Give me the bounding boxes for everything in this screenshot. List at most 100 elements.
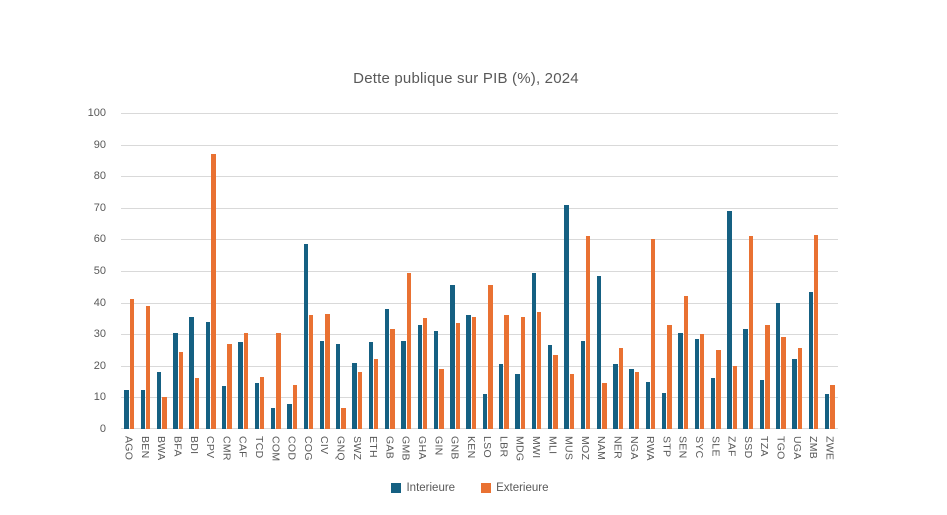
y-tick-label-80: 80 <box>93 170 106 183</box>
bar-exterieure-sen <box>683 296 689 429</box>
y-tick-label-0: 0 <box>99 423 106 435</box>
gridline-y-40 <box>121 302 838 304</box>
bar-exterieure-gnb <box>455 323 460 429</box>
x-tick-label-ago: AGO <box>122 436 135 461</box>
bar-interieure-gin <box>433 331 439 429</box>
bar-group-lso <box>480 113 496 429</box>
x-tick-label-com: COM <box>269 436 282 462</box>
bar-interieure-tcd <box>254 383 259 429</box>
bar-exterieure-nam <box>602 383 607 429</box>
bar-group-swz <box>349 113 365 429</box>
bar-group-sen <box>675 113 691 429</box>
y-tick-label-60: 60 <box>93 233 106 246</box>
chart-title: Dette publique sur PIB (%), 2024 <box>353 70 579 87</box>
bar-exterieure-gin <box>439 368 444 429</box>
bar-exterieure-mwi <box>537 312 542 429</box>
bar-interieure-caf <box>238 342 243 429</box>
bar-interieure-mus <box>564 204 569 429</box>
x-tick-label-swz: SWZ <box>350 436 363 461</box>
x-axis-line <box>121 428 838 429</box>
x-tick-label-mdg: MDG <box>513 436 526 462</box>
bar-interieure-com <box>270 408 276 429</box>
bar-interieure-uga <box>792 359 797 429</box>
gridline-y-50 <box>121 271 838 272</box>
bar-group-bfa <box>170 113 186 429</box>
x-tick-label-caf: CAF <box>236 436 249 458</box>
legend-item-interieure: Interieure <box>391 482 455 494</box>
legend-swatch-exterieure <box>481 483 492 493</box>
bar-interieure-bdi <box>189 316 194 429</box>
bar-interieure-moz <box>580 340 585 429</box>
bar-exterieure-cog <box>308 315 314 429</box>
bar-exterieure-zaf <box>732 365 737 429</box>
bar-exterieure-gmb <box>406 272 412 429</box>
x-tick-label-ssd: SSD <box>741 436 754 459</box>
legend-swatch-interieure <box>391 483 402 493</box>
bar-exterieure-eth <box>374 359 379 429</box>
bar-group-ssd <box>740 113 756 429</box>
bar-interieure-bfa <box>173 332 178 429</box>
x-tick-label-gin: GIN <box>432 436 445 456</box>
x-tick-label-nga: NGA <box>627 436 640 460</box>
bar-interieure-lbr <box>499 364 504 429</box>
legend-item-exterieure: Exterieure <box>481 482 549 494</box>
x-tick-label-tza: TZA <box>758 436 771 457</box>
bar-exterieure-com <box>276 332 281 429</box>
bar-interieure-ago <box>124 389 129 429</box>
bar-interieure-stp <box>662 392 667 429</box>
gridline-y-10 <box>121 397 838 399</box>
bar-exterieure-zwe <box>830 384 835 429</box>
bar-exterieure-lbr <box>504 315 509 429</box>
x-tick-label-cod: COD <box>285 436 298 461</box>
bar-exterieure-ben <box>145 305 151 429</box>
bar-group-moz <box>577 113 593 429</box>
bar-group-zmb <box>805 113 821 429</box>
bar-group-zaf <box>724 113 740 429</box>
bar-group-ago <box>121 113 137 429</box>
bar-interieure-nga <box>629 368 634 429</box>
bar-interieure-ner <box>613 364 618 429</box>
gridline-y-20 <box>121 365 838 367</box>
x-tick-label-eth: ETH <box>367 436 380 458</box>
gridline-y-60 <box>121 239 838 241</box>
x-tick-label-cog: COG <box>301 436 314 461</box>
x-tick-label-tcd: TCD <box>253 436 265 459</box>
bar-group-cmr <box>219 113 235 429</box>
bar-group-tza <box>757 113 773 429</box>
bar-exterieure-mdg <box>520 316 526 429</box>
bar-group-mli <box>545 113 561 429</box>
bar-exterieure-uga <box>797 348 803 429</box>
x-tick-label-lbr: LBR <box>497 436 510 458</box>
y-tick-label-100: 100 <box>87 107 106 119</box>
x-tick-label-gmb: GMB <box>399 436 412 461</box>
x-tick-label-lso: LSO <box>481 436 494 458</box>
bar-interieure-cog <box>303 244 308 429</box>
bar-exterieure-bwa <box>162 397 167 429</box>
bar-exterieure-ago <box>129 299 135 429</box>
legend-label-exterieure: Exterieure <box>496 482 549 494</box>
bar-interieure-ssd <box>743 329 748 429</box>
bar-exterieure-mus <box>569 373 574 429</box>
bar-exterieure-gnq <box>341 408 346 429</box>
bar-interieure-zwe <box>824 394 830 429</box>
bar-interieure-gab <box>384 308 390 429</box>
bar-group-civ <box>317 113 333 429</box>
y-tick-label-20: 20 <box>93 359 106 372</box>
bar-group-zwe <box>822 113 838 429</box>
x-tick-label-bwa: BWA <box>155 436 168 461</box>
gridline-y-100 <box>121 113 838 114</box>
x-tick-label-zaf: ZAF <box>725 436 738 457</box>
y-tick-label-40: 40 <box>93 296 106 309</box>
bar-group-bdi <box>186 113 202 429</box>
x-tick-label-sle: SLE <box>709 436 722 457</box>
bar-interieure-sen <box>678 332 683 429</box>
bar-interieure-eth <box>368 342 374 429</box>
legend-label-interieure: Interieure <box>406 482 456 494</box>
bar-interieure-sle <box>710 378 716 429</box>
bar-group-mwi <box>528 113 544 429</box>
bar-group-tgo <box>773 113 789 429</box>
bar-exterieure-sle <box>716 350 721 429</box>
bar-interieure-rwa <box>645 381 651 429</box>
bar-group-tcd <box>251 113 267 429</box>
